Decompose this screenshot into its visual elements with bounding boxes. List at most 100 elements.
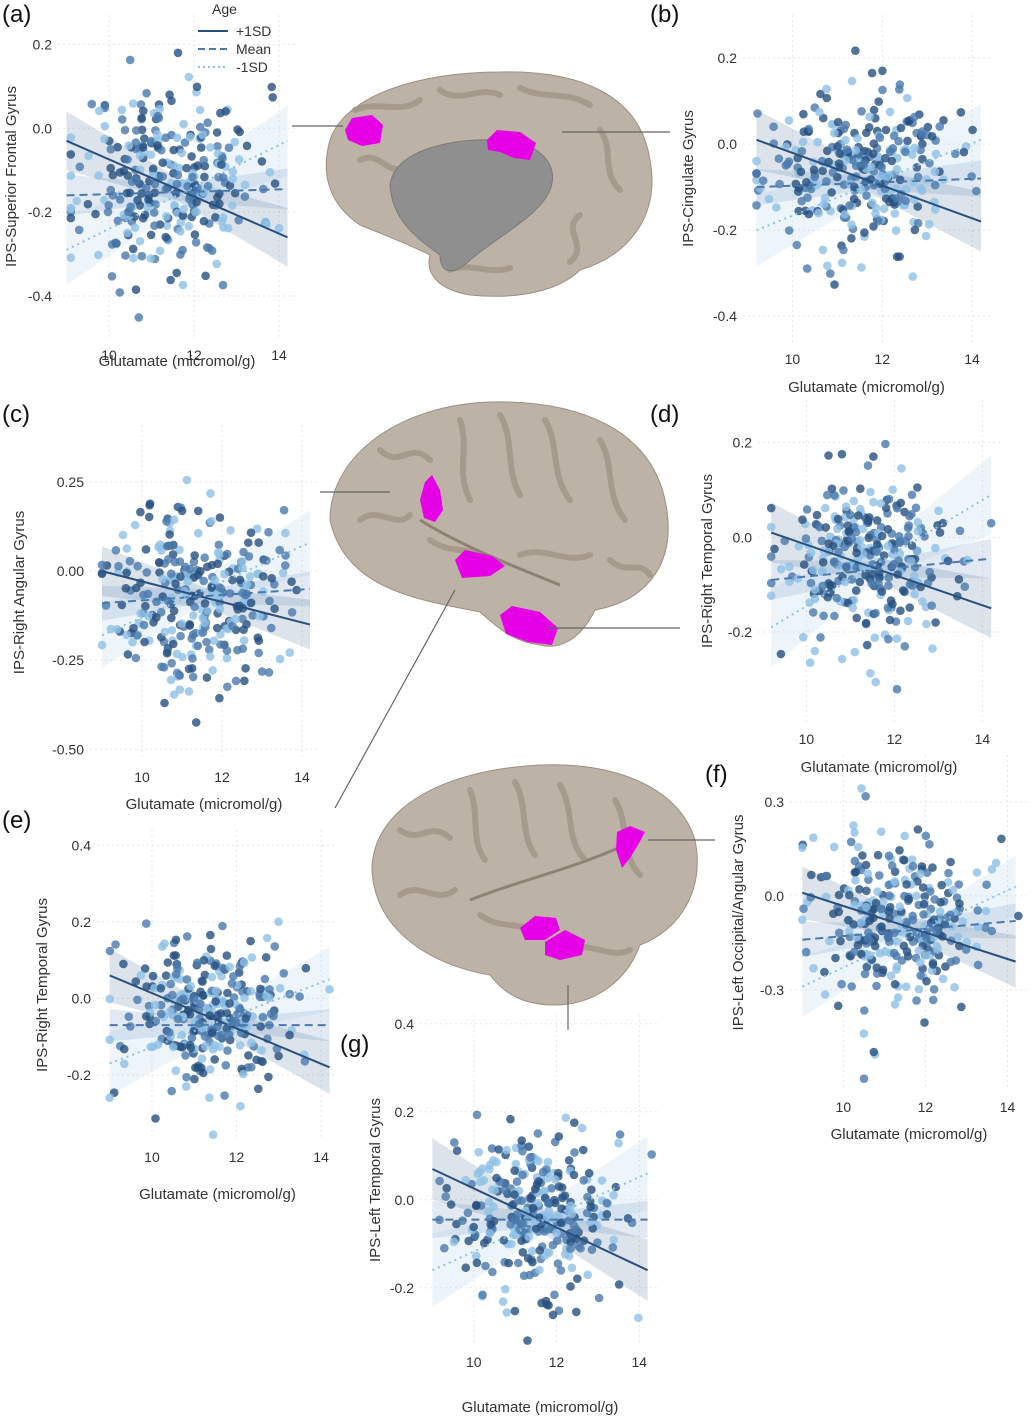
point-e-264 xyxy=(285,1030,294,1040)
point-a-220 xyxy=(218,280,228,290)
point-f-192 xyxy=(913,825,923,834)
point-f-265 xyxy=(885,891,894,900)
point-a-266 xyxy=(66,203,76,213)
point-f-288 xyxy=(955,899,964,908)
point-e-50 xyxy=(136,970,146,980)
point-g-222 xyxy=(566,1282,575,1291)
point-e-262 xyxy=(229,1016,238,1025)
point-d-268 xyxy=(874,579,883,588)
point-d-260 xyxy=(855,535,865,545)
point-f-122 xyxy=(809,833,818,842)
point-a-242 xyxy=(162,212,171,221)
point-e-63 xyxy=(189,1027,198,1036)
ylabel-a: IPS-Superior Frontal Gyrus xyxy=(3,86,20,267)
point-a-126 xyxy=(66,150,76,159)
point-g-204 xyxy=(569,1170,579,1180)
point-f-127 xyxy=(987,926,997,936)
point-f-183 xyxy=(884,907,893,916)
point-c-127 xyxy=(97,560,107,570)
point-c-36 xyxy=(141,601,150,611)
point-a-282 xyxy=(131,285,141,295)
point-a-284 xyxy=(179,205,189,214)
point-f-285 xyxy=(919,900,929,909)
point-c-106 xyxy=(175,557,185,566)
point-f-128 xyxy=(958,917,967,926)
point-f-201 xyxy=(834,907,843,917)
point-e-285 xyxy=(151,1114,160,1123)
point-g-280 xyxy=(518,1146,527,1156)
point-f-113 xyxy=(798,915,807,924)
point-c-255 xyxy=(246,528,256,537)
point-f-129 xyxy=(937,880,946,890)
fit-line-e-+1SD xyxy=(109,974,330,1069)
point-f-165 xyxy=(861,860,871,870)
point-a-72 xyxy=(140,134,149,143)
point-f-249 xyxy=(895,846,904,855)
point-a-252 xyxy=(172,268,181,278)
point-d-269 xyxy=(913,526,923,536)
point-a-161 xyxy=(100,134,109,144)
point-g-282 xyxy=(492,1173,501,1183)
point-d-261 xyxy=(861,618,871,628)
point-c-18 xyxy=(244,538,253,547)
point-a-187 xyxy=(150,221,159,230)
point-a-209 xyxy=(195,105,205,115)
point-g-133 xyxy=(556,1266,566,1275)
point-g-224 xyxy=(534,1156,543,1166)
point-a-246 xyxy=(133,195,142,205)
point-f-215 xyxy=(991,858,1001,868)
point-b-295 xyxy=(913,218,923,228)
point-c-173 xyxy=(242,580,252,589)
point-b-221 xyxy=(853,134,862,143)
point-c-247 xyxy=(139,590,148,600)
point-c-231 xyxy=(287,577,296,586)
sylvian-fissure-left xyxy=(469,843,626,902)
point-c-296 xyxy=(203,607,212,616)
point-b-159 xyxy=(791,179,801,189)
point-c-6 xyxy=(145,499,155,509)
point-b-253 xyxy=(845,201,854,210)
point-a-280 xyxy=(126,202,135,211)
point-c-200 xyxy=(205,652,215,661)
point-g-196 xyxy=(463,1208,473,1218)
point-e-37 xyxy=(167,1086,176,1096)
point-g-158 xyxy=(502,1308,512,1317)
ytick-d-0: 0.2 xyxy=(733,435,753,451)
point-f-117 xyxy=(900,855,909,865)
point-a-239 xyxy=(191,208,200,217)
point-g-279 xyxy=(446,1200,456,1209)
point-a-269 xyxy=(94,171,103,180)
point-c-97 xyxy=(238,644,248,653)
point-a-97 xyxy=(117,115,127,124)
point-b-73 xyxy=(972,186,981,196)
point-b-224 xyxy=(822,84,831,94)
xlabel-a: Glutamate (micromol/g) xyxy=(99,353,256,370)
point-c-290 xyxy=(238,563,247,573)
point-f-217 xyxy=(875,871,884,880)
point-e-289 xyxy=(270,942,280,951)
point-d-73 xyxy=(806,578,816,588)
point-b-66 xyxy=(869,105,879,115)
point-g-232 xyxy=(553,1259,563,1268)
point-d-292 xyxy=(881,439,890,449)
point-c-227 xyxy=(215,604,225,614)
point-g-238 xyxy=(435,1176,444,1186)
point-b-222 xyxy=(896,123,906,133)
point-b-229 xyxy=(828,168,838,177)
point-e-287 xyxy=(211,986,221,996)
point-f-207 xyxy=(831,953,840,963)
point-f-0 xyxy=(855,885,864,894)
xtick-e-1: 12 xyxy=(229,1149,245,1165)
point-d-295 xyxy=(889,559,899,569)
point-b-277 xyxy=(859,160,869,169)
point-a-202 xyxy=(115,288,125,297)
point-f-225 xyxy=(836,936,845,946)
point-c-177 xyxy=(207,583,216,592)
point-d-141 xyxy=(799,560,809,569)
point-g-255 xyxy=(535,1246,545,1255)
point-b-102 xyxy=(878,66,887,76)
point-b-122 xyxy=(917,186,927,196)
point-b-258 xyxy=(968,125,977,135)
point-f-116 xyxy=(850,900,859,910)
point-d-197 xyxy=(840,577,850,587)
